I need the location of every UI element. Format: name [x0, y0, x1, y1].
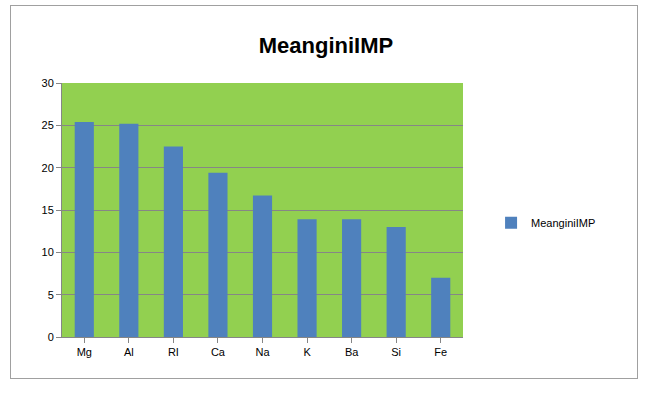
svg-text:K: K	[303, 346, 311, 358]
svg-text:Al: Al	[124, 346, 134, 358]
svg-text:Fe: Fe	[434, 346, 447, 358]
svg-text:MeanginiIMP: MeanginiIMP	[259, 33, 393, 58]
svg-text:15: 15	[42, 204, 54, 216]
svg-text:Ba: Ba	[345, 346, 359, 358]
svg-text:0: 0	[48, 331, 54, 343]
svg-text:20: 20	[42, 162, 54, 174]
svg-text:Si: Si	[391, 346, 401, 358]
svg-text:Na: Na	[255, 346, 270, 358]
svg-text:RI: RI	[168, 346, 179, 358]
svg-text:25: 25	[42, 119, 54, 131]
svg-text:Ca: Ca	[211, 346, 226, 358]
svg-text:5: 5	[48, 289, 54, 301]
svg-text:10: 10	[42, 246, 54, 258]
svg-text:30: 30	[42, 77, 54, 89]
svg-text:Mg: Mg	[77, 346, 92, 358]
svg-text:MeanginiIMP: MeanginiIMP	[531, 217, 595, 229]
